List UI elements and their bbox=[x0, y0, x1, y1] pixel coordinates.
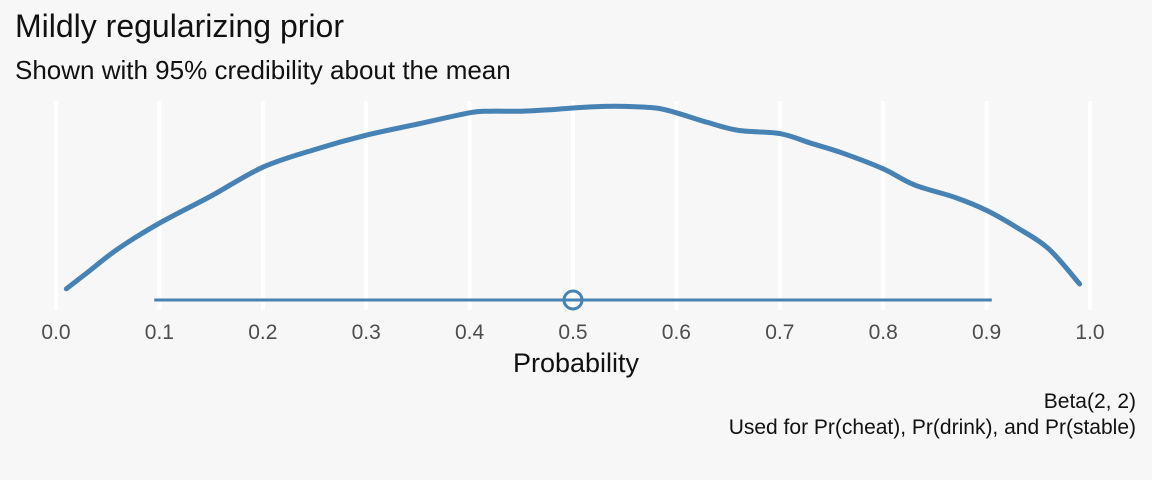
caption-line-2: Used for Pr(cheat), Pr(drink), and Pr(st… bbox=[728, 416, 1136, 439]
density-curve bbox=[63, 103, 1083, 292]
chart-title: Mildly regularizing prior bbox=[15, 8, 344, 44]
x-tick-label: 0.5 bbox=[558, 321, 587, 344]
x-tick-label: 0.9 bbox=[972, 321, 1001, 344]
chart-caption: Beta(2, 2) Used for Pr(cheat), Pr(drink)… bbox=[729, 389, 1136, 441]
x-tick-label: 0.4 bbox=[455, 321, 485, 344]
x-tick-label: 0.8 bbox=[869, 321, 898, 344]
x-tick-labels: 0.0 0.1 0.2 0.3 0.4 0.5 0.6 0.7 0.8 0.9 1.0 bbox=[41, 321, 1104, 344]
x-tick-label: 0.3 bbox=[352, 321, 381, 344]
x-tick-label: 0.6 bbox=[662, 321, 691, 344]
x-tick-label: 0.2 bbox=[248, 321, 277, 344]
x-tick-label: 0.7 bbox=[765, 321, 794, 344]
x-tick-label: 0.0 bbox=[41, 321, 70, 344]
gridlines bbox=[54, 101, 1092, 310]
x-tick-label: 0.1 bbox=[145, 321, 174, 344]
chart-subtitle: Shown with 95% credibility about the mea… bbox=[15, 55, 511, 85]
x-tick-label: 1.0 bbox=[1075, 321, 1104, 344]
x-axis-label: Probability bbox=[513, 348, 640, 378]
caption-line-1: Beta(2, 2) bbox=[1043, 390, 1136, 413]
mean-point bbox=[562, 289, 584, 311]
